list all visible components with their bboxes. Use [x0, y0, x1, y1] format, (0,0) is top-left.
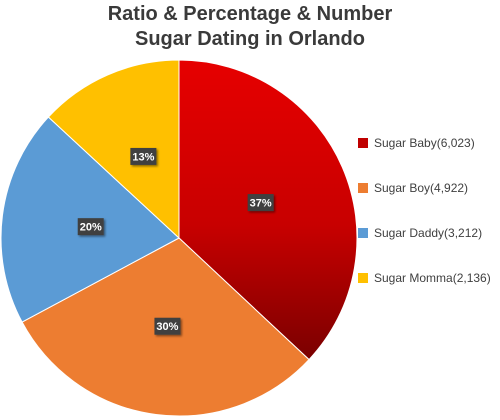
- chart-title: Ratio & Percentage & Number Sugar Dating…: [0, 0, 500, 52]
- data-label-text: 37%: [250, 198, 272, 210]
- legend-label: Sugar Momma(2,136): [374, 271, 491, 285]
- pie-slice-4: [47, 59, 180, 240]
- data-label-1: 37%: [247, 194, 274, 212]
- legend-item-2: Sugar Boy(4,922): [358, 180, 468, 196]
- data-label-text: 13%: [132, 151, 154, 163]
- data-label-3: 20%: [77, 218, 104, 236]
- legend-label: Sugar Baby(6,023): [374, 136, 475, 150]
- data-label-box: [154, 317, 181, 335]
- chart-title-line-1: Ratio & Percentage & Number: [107, 3, 393, 25]
- legend-swatch: [358, 138, 368, 148]
- legend-item-1: Sugar Baby(6,023): [358, 135, 475, 151]
- data-label-box: [77, 218, 104, 236]
- legend-item-4: Sugar Momma(2,136): [358, 270, 491, 286]
- data-label-text: 20%: [80, 222, 102, 234]
- legend-label: Sugar Daddy(3,212): [374, 226, 483, 240]
- data-label-2: 30%: [154, 317, 181, 335]
- data-label-box: [130, 147, 157, 165]
- legend-swatch: [358, 183, 368, 193]
- data-label-4: 13%: [130, 147, 157, 165]
- data-label-text: 30%: [156, 321, 178, 333]
- legend-label: Sugar Boy(4,922): [374, 181, 469, 195]
- legend-item-3: Sugar Daddy(3,212): [358, 225, 482, 241]
- pie-data-labels: 37% 30% 20% 13%: [77, 147, 274, 335]
- data-label-box: [247, 194, 274, 212]
- pie-slices: [0, 59, 358, 417]
- legend-swatch: [358, 273, 368, 283]
- legend-swatch: [358, 228, 368, 238]
- chart-title-line-2: Sugar Dating in Orlando: [134, 28, 365, 50]
